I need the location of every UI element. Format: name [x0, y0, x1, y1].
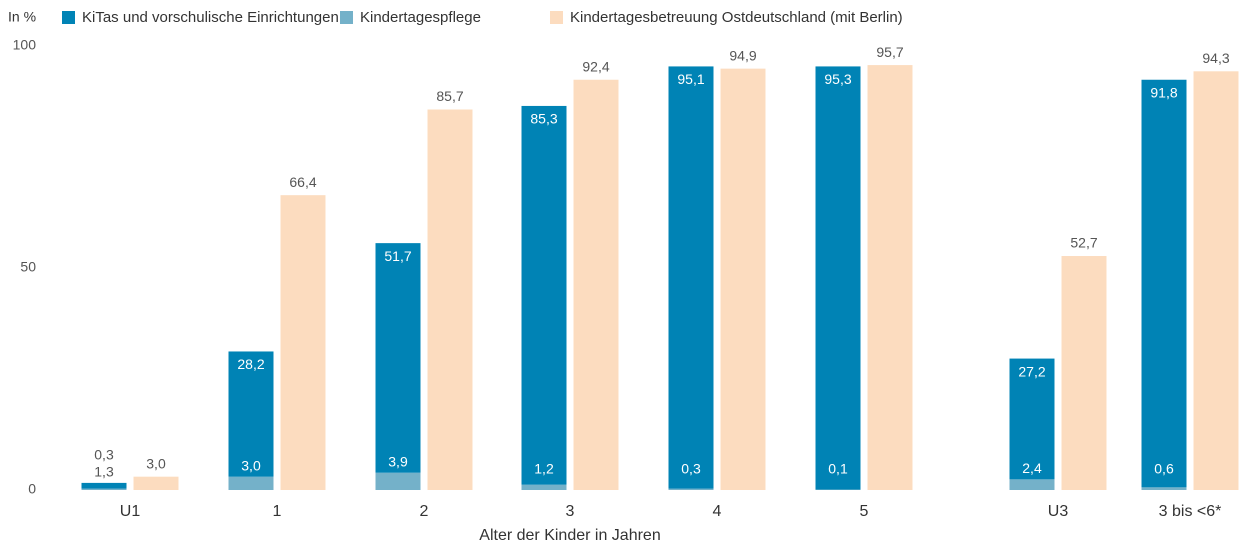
- value-label: 51,7: [384, 248, 411, 264]
- legend-swatch: [550, 11, 563, 24]
- bar: [1061, 256, 1107, 490]
- x-tick-label: U3: [1048, 503, 1069, 520]
- value-label: 92,4: [582, 58, 609, 74]
- y-axis-label: In %: [8, 9, 36, 25]
- bar: [133, 476, 179, 490]
- bar: [1141, 79, 1187, 488]
- value-label: 94,3: [1202, 50, 1229, 66]
- value-label: 3,0: [241, 457, 261, 473]
- bar: [228, 351, 274, 477]
- legend-swatch: [340, 11, 353, 24]
- value-label: 0,3: [94, 447, 114, 463]
- value-label: 0,3: [681, 461, 701, 477]
- bar: [81, 482, 127, 489]
- value-label: 1,2: [534, 461, 554, 477]
- value-label: 52,7: [1070, 235, 1097, 251]
- bar: [81, 488, 127, 490]
- x-tick-label: 1: [273, 503, 282, 520]
- y-tick-label: 100: [13, 37, 37, 53]
- y-tick-label: 50: [20, 259, 36, 275]
- bar: [1193, 71, 1239, 491]
- value-label: 2,4: [1022, 460, 1042, 476]
- bar: [1009, 479, 1055, 490]
- legend-swatch: [62, 11, 75, 24]
- bar: [1141, 487, 1187, 490]
- value-label: 95,1: [677, 71, 704, 87]
- y-tick-label: 0: [28, 481, 36, 497]
- value-label: 3,9: [388, 453, 408, 469]
- value-label: 3,0: [146, 455, 166, 471]
- x-tick-label: U1: [120, 503, 141, 520]
- bar: [720, 68, 766, 491]
- value-label: 95,3: [824, 71, 851, 87]
- x-tick-label: 5: [860, 503, 869, 520]
- bar: [1009, 358, 1055, 480]
- value-label: 85,7: [436, 88, 463, 104]
- legend-label: Kindertagespflege: [360, 9, 481, 26]
- value-label: 27,2: [1018, 363, 1045, 379]
- bar: [668, 66, 714, 489]
- x-tick-label: 2: [420, 503, 429, 520]
- bar: [815, 66, 861, 490]
- legend-label: KiTas und vorschulische Einrichtungen: [82, 9, 339, 26]
- value-label: 85,3: [530, 111, 557, 127]
- bar: [280, 195, 326, 490]
- legend-label: Kindertagesbetreuung Ostdeutschland (mit…: [570, 9, 903, 26]
- bar: [375, 472, 421, 490]
- value-label: 0,6: [1154, 461, 1174, 477]
- value-label: 0,1: [828, 461, 848, 477]
- value-label: 95,7: [876, 44, 903, 60]
- bar: [228, 476, 274, 490]
- x-tick-label: 4: [713, 503, 722, 520]
- value-label: 1,3: [94, 464, 114, 480]
- value-label: 91,8: [1150, 84, 1177, 100]
- x-tick-label: 3 bis <6*: [1159, 503, 1222, 520]
- bar: [521, 105, 567, 485]
- value-label: 28,2: [237, 356, 264, 372]
- bar: [427, 109, 473, 490]
- value-label: 66,4: [289, 174, 316, 190]
- bar: [573, 79, 619, 490]
- bar: [668, 488, 714, 490]
- x-axis-label: Alter der Kinder in Jahren: [479, 527, 660, 544]
- bar: [867, 65, 913, 490]
- bar: [375, 243, 421, 473]
- value-label: 94,9: [729, 47, 756, 63]
- x-tick-label: 3: [566, 503, 575, 520]
- bar: [521, 484, 567, 490]
